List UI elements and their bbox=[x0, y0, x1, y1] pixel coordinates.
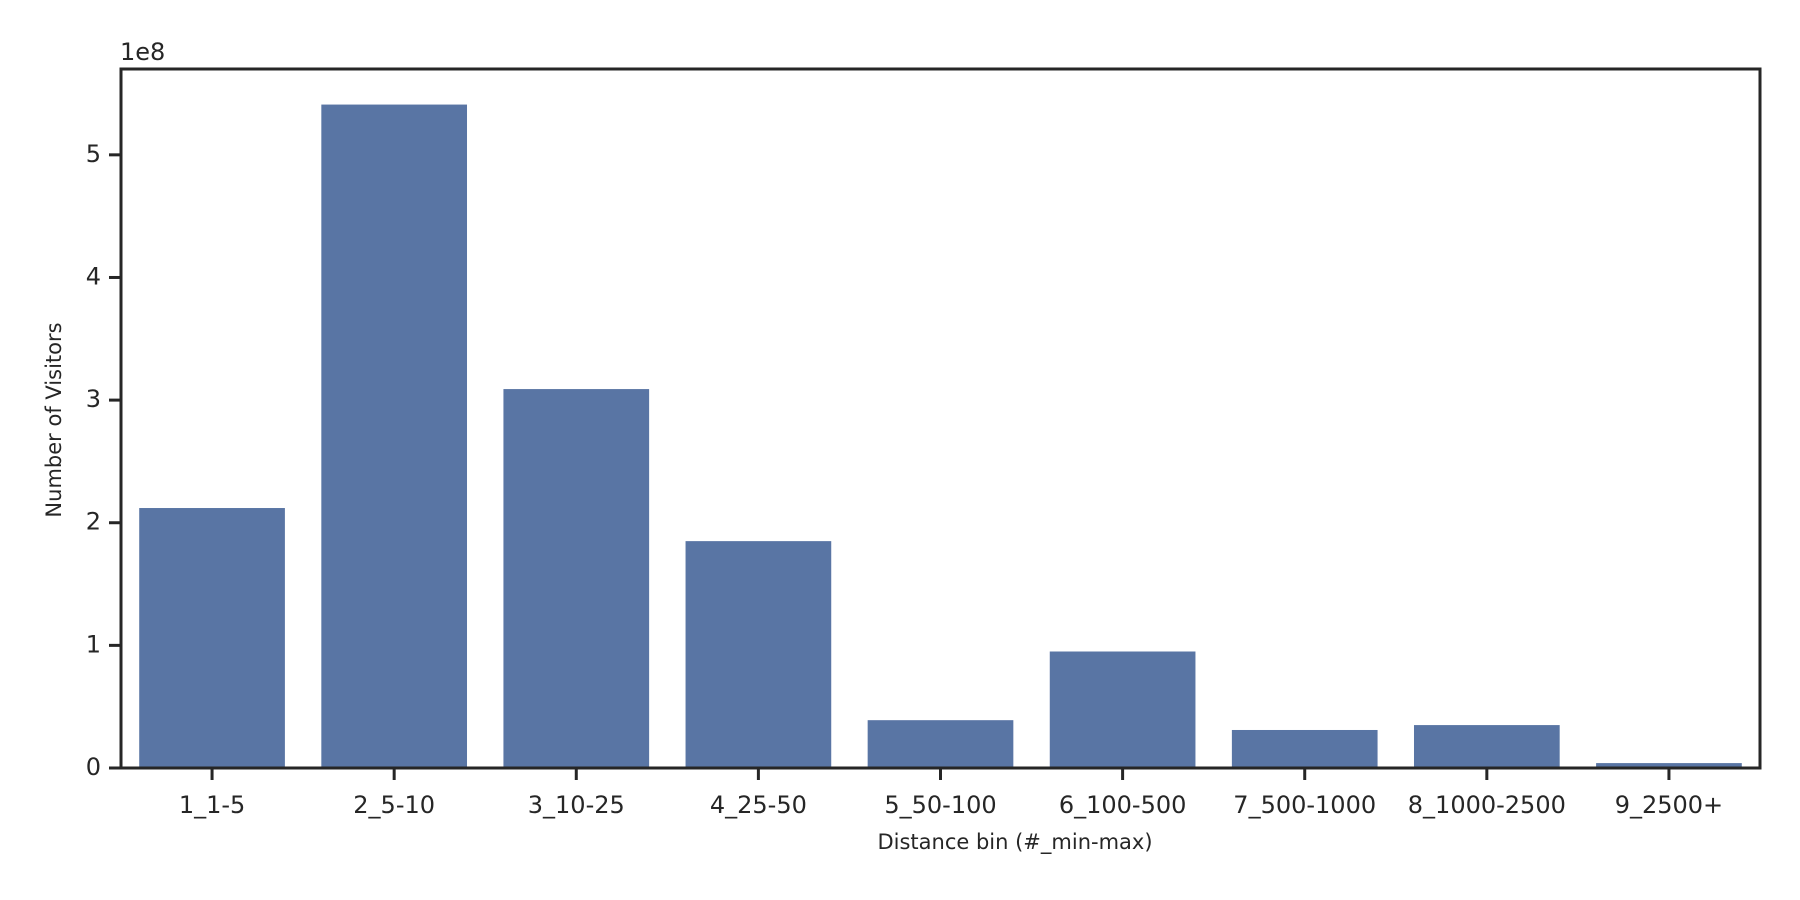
plot-frame bbox=[119, 67, 1762, 770]
bar bbox=[867, 720, 1014, 768]
x-tick-label: 5_50-100 bbox=[884, 791, 996, 819]
x-tick-label: 8_1000-2500 bbox=[1408, 791, 1566, 819]
x-tick-label: 4_25-50 bbox=[710, 791, 807, 819]
y-tick-label: 0 bbox=[86, 753, 101, 781]
bar bbox=[1231, 729, 1378, 768]
y-tick-label: 3 bbox=[86, 385, 101, 413]
x-tick-label: 1_1-5 bbox=[179, 791, 245, 819]
bar bbox=[139, 508, 285, 768]
bar bbox=[685, 541, 832, 768]
x-tick-label: 7_500-1000 bbox=[1233, 791, 1376, 819]
y-axis-label: Number of Visitors bbox=[42, 322, 66, 517]
y-tick-label: 5 bbox=[86, 140, 101, 168]
bar bbox=[503, 389, 650, 768]
bar bbox=[1596, 763, 1742, 768]
x-tick-label: 9_2500+ bbox=[1615, 791, 1723, 819]
bar bbox=[1049, 651, 1196, 768]
y-tick-label: 2 bbox=[86, 508, 101, 536]
y-tick-label: 1 bbox=[86, 630, 101, 658]
x-tick-label: 3_10-25 bbox=[528, 791, 625, 819]
x-tick-label: 6_100-500 bbox=[1059, 791, 1187, 819]
x-tick-label: 2_5-10 bbox=[353, 791, 435, 819]
y-offset-label: 1e8 bbox=[120, 38, 165, 66]
y-tick-label: 4 bbox=[86, 262, 101, 290]
bar bbox=[321, 104, 468, 768]
x-axis-label: Distance bin (#_min-max) bbox=[877, 830, 1152, 855]
bar bbox=[1413, 725, 1560, 768]
